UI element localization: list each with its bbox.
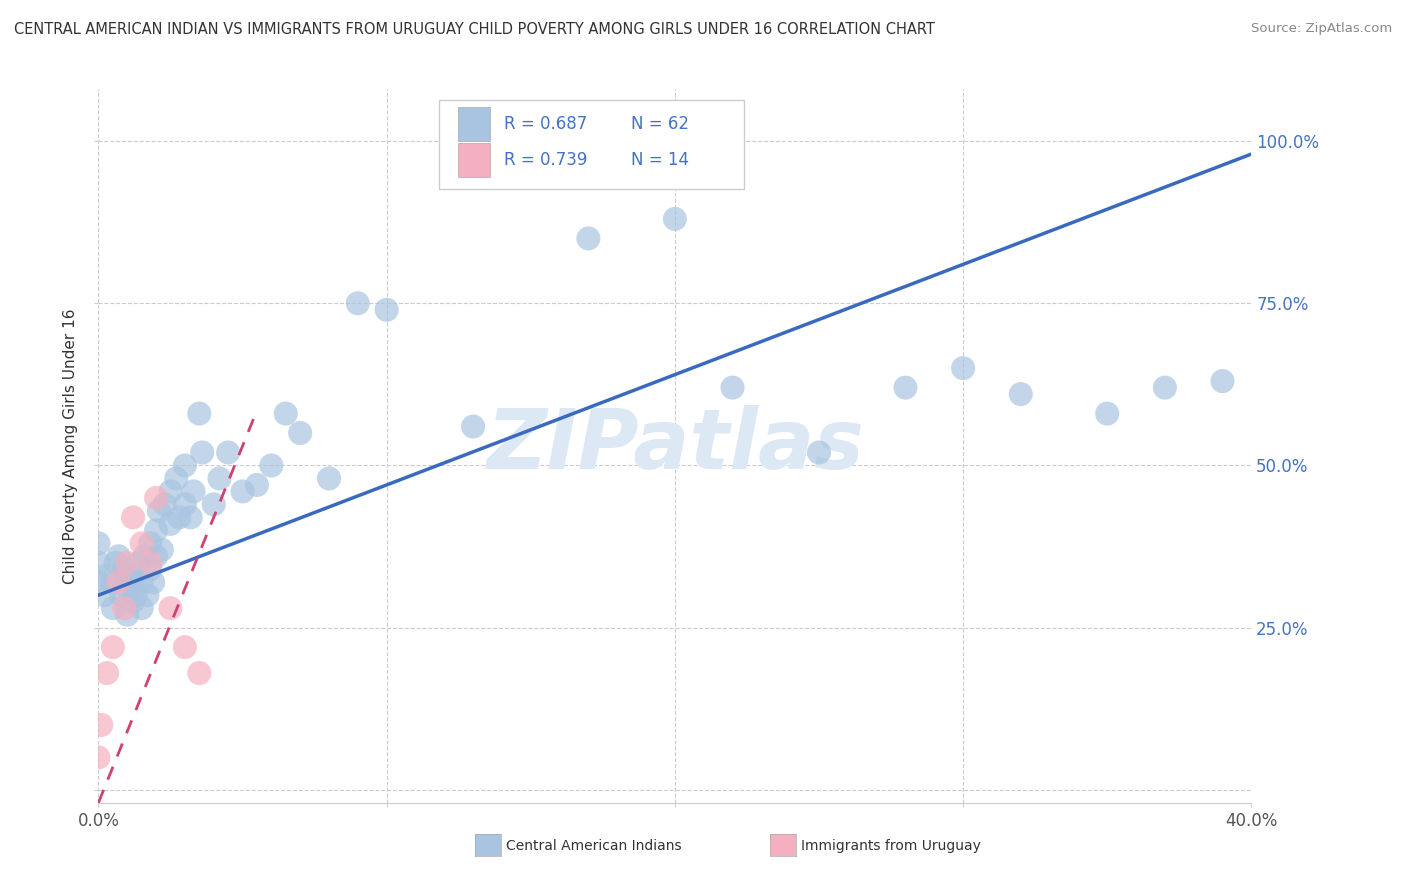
Point: [894, 381, 917, 395]
Point: [208, 471, 231, 485]
Point: [461, 419, 484, 434]
Point: [112, 601, 135, 615]
Point: [167, 510, 190, 524]
Point: [375, 302, 398, 317]
Point: [131, 536, 153, 550]
Text: R = 0.739: R = 0.739: [505, 151, 588, 169]
Point: [578, 231, 600, 245]
Point: [131, 601, 153, 615]
Point: [128, 556, 150, 570]
Point: [231, 484, 254, 499]
Point: [260, 458, 283, 473]
Point: [120, 568, 142, 582]
FancyBboxPatch shape: [458, 143, 491, 177]
Point: [96, 666, 118, 681]
Point: [131, 575, 153, 590]
Point: [101, 575, 124, 590]
FancyBboxPatch shape: [458, 107, 491, 141]
Point: [139, 562, 162, 576]
Point: [165, 471, 187, 485]
Point: [174, 458, 197, 473]
Point: [1010, 387, 1032, 401]
Point: [952, 361, 974, 376]
Point: [274, 407, 297, 421]
Point: [1153, 381, 1175, 395]
Point: [107, 549, 129, 564]
Point: [125, 588, 148, 602]
Y-axis label: Child Poverty Among Girls Under 16: Child Poverty Among Girls Under 16: [63, 309, 79, 583]
Point: [96, 568, 118, 582]
Point: [104, 556, 127, 570]
Point: [217, 445, 239, 459]
Point: [150, 542, 173, 557]
Point: [346, 296, 368, 310]
Point: [142, 575, 165, 590]
Text: Immigrants from Uruguay: Immigrants from Uruguay: [801, 838, 981, 853]
Point: [87, 575, 110, 590]
Point: [191, 445, 214, 459]
Text: ZIPatlas: ZIPatlas: [486, 406, 863, 486]
Text: CENTRAL AMERICAN INDIAN VS IMMIGRANTS FROM URUGUAY CHILD POVERTY AMONG GIRLS UND: CENTRAL AMERICAN INDIAN VS IMMIGRANTS FR…: [14, 22, 935, 37]
Text: Central American Indians: Central American Indians: [506, 838, 682, 853]
Point: [246, 478, 269, 492]
Point: [183, 484, 205, 499]
Point: [117, 607, 139, 622]
Point: [1097, 407, 1119, 421]
Point: [174, 640, 197, 654]
Point: [188, 666, 211, 681]
Point: [318, 471, 340, 485]
Point: [1212, 374, 1234, 388]
Point: [136, 588, 159, 602]
Point: [159, 516, 181, 531]
Text: Source: ZipAtlas.com: Source: ZipAtlas.com: [1251, 22, 1392, 36]
Point: [807, 445, 830, 459]
Point: [145, 549, 167, 564]
Point: [145, 491, 167, 505]
FancyBboxPatch shape: [439, 100, 744, 189]
Point: [721, 381, 744, 395]
Point: [148, 504, 170, 518]
Point: [87, 556, 110, 570]
Point: [202, 497, 225, 511]
Point: [134, 549, 156, 564]
Point: [87, 536, 110, 550]
Point: [174, 497, 197, 511]
Point: [145, 524, 167, 538]
Point: [122, 575, 145, 590]
Point: [159, 484, 181, 499]
Point: [188, 407, 211, 421]
Text: N = 62: N = 62: [631, 115, 689, 133]
Point: [112, 562, 135, 576]
Point: [87, 750, 110, 764]
Point: [101, 640, 124, 654]
Point: [117, 582, 139, 596]
Point: [290, 425, 312, 440]
Point: [180, 510, 202, 524]
Point: [117, 556, 139, 570]
Point: [107, 575, 129, 590]
Point: [159, 601, 181, 615]
Point: [122, 595, 145, 609]
Point: [110, 588, 132, 602]
Text: N = 14: N = 14: [631, 151, 689, 169]
Point: [93, 588, 115, 602]
Point: [101, 601, 124, 615]
Text: R = 0.687: R = 0.687: [505, 115, 588, 133]
Point: [139, 536, 162, 550]
Point: [664, 211, 686, 226]
Point: [122, 510, 145, 524]
Point: [90, 718, 112, 732]
Point: [153, 497, 176, 511]
Point: [139, 556, 162, 570]
